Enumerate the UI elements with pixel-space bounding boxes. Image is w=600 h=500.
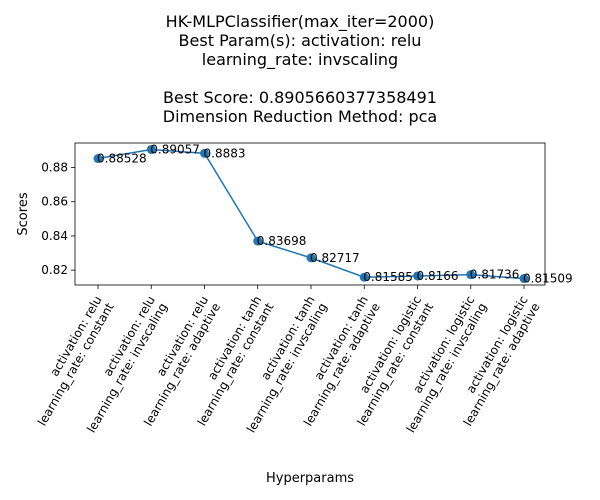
title-line: Dimension Reduction Method: pca [162, 107, 438, 126]
data-point [306, 253, 316, 263]
title-line: HK-MLPClassifier(max_iter=2000) [165, 12, 435, 31]
data-label: 0.8166 [417, 269, 459, 283]
data-point [93, 154, 103, 164]
plot-frame [74, 142, 546, 286]
y-tick-label: 0.84 [41, 229, 68, 243]
data-label: 0.82717 [310, 251, 360, 265]
title-line: Best Param(s): activation: relu [178, 31, 422, 50]
data-label: 0.8883 [204, 146, 246, 160]
title-line: Best Score: 0.8905660377358491 [163, 88, 437, 107]
data-point [466, 270, 476, 280]
data-label: 0.81736 [470, 268, 520, 282]
y-tick-label: 0.88 [41, 161, 68, 175]
data-label: 0.81585 [363, 270, 413, 284]
data-label: 0.89057 [150, 142, 200, 156]
data-point [253, 236, 263, 246]
data-point [200, 148, 209, 158]
x-axis-label: Hyperparams [266, 471, 354, 486]
data-label: 0.88528 [97, 152, 147, 166]
data-point [146, 144, 156, 154]
data-point [359, 272, 369, 282]
y-tick-label: 0.86 [41, 195, 68, 209]
data-point [413, 271, 422, 281]
data-point [519, 274, 529, 284]
y-tick-label: 0.82 [41, 263, 68, 277]
data-label: 0.83698 [257, 234, 307, 248]
data-label: 0.81509 [523, 272, 573, 286]
y-axis-label: Scores [16, 192, 31, 235]
title-line: learning_rate: invscaling [201, 50, 399, 69]
